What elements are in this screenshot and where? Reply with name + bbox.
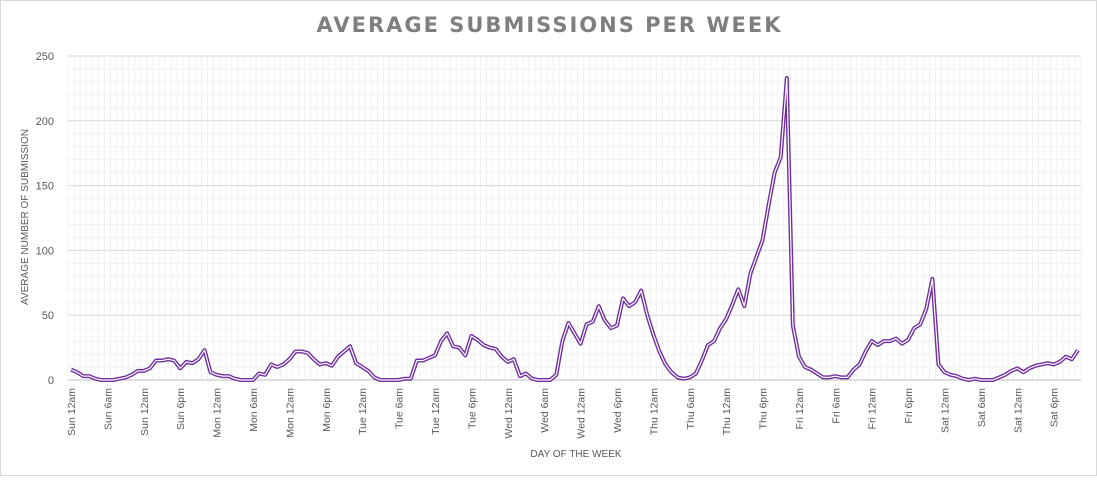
x-tick-label: Mon 6am: [248, 388, 260, 432]
x-tick-label: Tue 6am: [394, 388, 406, 429]
x-tick-label: Thu 6pm: [758, 388, 770, 430]
x-tick-label: Sun 12am: [139, 388, 151, 436]
x-tick-label: Mon 12am: [212, 388, 224, 438]
x-tick-label: Wed 12am: [503, 388, 515, 439]
x-tick-label: Sat 12am: [940, 388, 952, 433]
x-tick-label: Mon 6pm: [321, 388, 333, 432]
y-tick-label: 50: [42, 310, 54, 322]
y-tick-label: 200: [36, 116, 54, 128]
x-tick-label: Sat 6pm: [1049, 388, 1061, 427]
x-tick-label: Tue 6pm: [466, 388, 478, 429]
x-tick-label: Thu 6am: [685, 388, 697, 430]
series-layer: [70, 76, 1080, 382]
x-tick-label: Wed 12am: [576, 388, 588, 439]
x-tick-label: Tue 12am: [357, 388, 369, 435]
x-tick-label: Fri 6pm: [903, 388, 915, 424]
x-tick-label: Wed 6pm: [612, 388, 624, 433]
y-tick-label: 0: [48, 375, 54, 387]
x-tick-label: Thu 12am: [648, 388, 660, 436]
x-tick-label: Sun 6pm: [175, 388, 187, 430]
y-tick-label: 150: [36, 181, 54, 193]
x-tick-label: Sat 6am: [976, 388, 988, 427]
chart-title: AVERAGE SUBMISSIONS PER WEEK: [316, 13, 783, 37]
axes: 0 50 100 150 200 250 Sun 12am Sun 6am Sun 12am Su…: [36, 51, 1061, 439]
x-tick-label: Thu 12am: [721, 388, 733, 436]
y-axis-title: AVERAGE NUMBER OF SUBMISSION: [20, 129, 31, 305]
x-tick-label: Sat 12am: [1012, 388, 1024, 433]
x-axis-title: DAY OF THE WEEK: [530, 449, 621, 460]
x-tick-label: Sun 6am: [102, 388, 114, 430]
x-tick-label: Fri 6am: [830, 388, 842, 424]
series-line-outer: [70, 76, 1080, 382]
y-tick-label: 100: [36, 245, 54, 257]
gridlines: [67, 55, 1082, 381]
y-tick-label: 250: [36, 51, 54, 63]
series-line-inner: [70, 77, 1079, 381]
x-tick-label: Fri 12am: [794, 388, 806, 430]
x-tick-label: Mon 12am: [284, 388, 296, 438]
x-tick-label: Tue 12am: [430, 388, 442, 435]
x-tick-label: Fri 12am: [867, 388, 879, 430]
x-tick-label: Wed 6am: [539, 388, 551, 433]
x-tick-label: Sun 12am: [66, 388, 78, 436]
